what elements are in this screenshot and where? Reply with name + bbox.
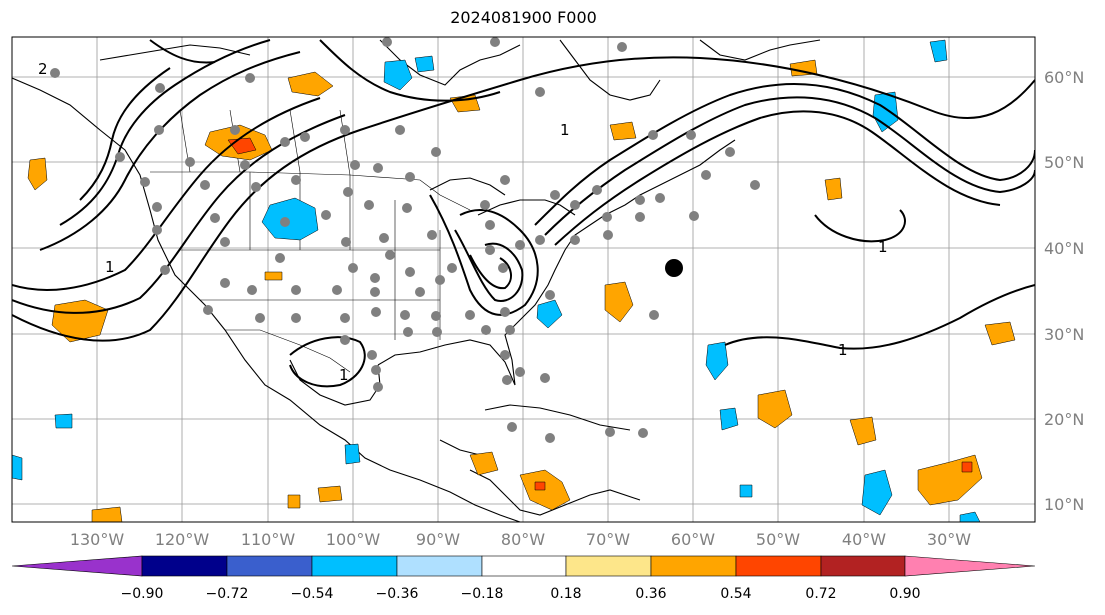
station-markers — [50, 37, 760, 443]
lon-label: 50°W — [756, 530, 800, 549]
colorbar-extend-min — [11, 555, 143, 577]
contour-label-group: 2 1 1 1 1 1 — [38, 60, 888, 384]
colorbar-segment — [650, 555, 737, 577]
colorbar-segment — [226, 555, 313, 577]
colorbar-tick: 0.90 — [889, 586, 920, 602]
colorbar-segment — [396, 555, 483, 577]
colorbar-tick: −0.54 — [291, 586, 334, 602]
colorbar-segment — [481, 555, 567, 577]
lat-label: 50°N — [1044, 153, 1084, 172]
colorbar-segment — [735, 555, 822, 577]
lon-label: 100°W — [326, 530, 381, 549]
positive-anomalies — [27, 59, 1016, 522]
lon-label: 60°W — [671, 530, 715, 549]
lon-label: 90°W — [416, 530, 460, 549]
contour-lines — [12, 39, 1035, 388]
contour-label: 1 — [560, 121, 570, 139]
colorbar-tick: 0.54 — [720, 586, 751, 602]
negative-anomalies — [12, 39, 981, 522]
colorbar-segment — [311, 555, 398, 577]
map-frame — [11, 36, 1036, 523]
lon-label: 70°W — [586, 530, 630, 549]
colorbar — [11, 555, 1036, 577]
colorbar-segment — [565, 555, 652, 577]
map-title: 2024081900 F000 — [450, 8, 597, 27]
colorbar-segment — [141, 555, 228, 577]
contour-label: 1 — [878, 238, 888, 256]
contour-label: 1 — [838, 341, 848, 359]
colorbar-ticks: −0.90 −0.72 −0.54 −0.36 −0.18 0.18 0.36 … — [121, 586, 921, 602]
colorbar-tick: −0.36 — [376, 586, 419, 602]
contour-label: 2 — [38, 60, 48, 78]
lat-label: 20°N — [1044, 410, 1084, 429]
lon-label: 30°W — [927, 530, 971, 549]
longitude-labels: 130°W 120°W 110°W 100°W 90°W 80°W 70°W 6… — [70, 530, 971, 549]
lat-label: 40°N — [1044, 239, 1084, 258]
colorbar-tick: −0.90 — [121, 586, 164, 602]
lat-label: 60°N — [1044, 68, 1084, 87]
lon-label: 40°W — [842, 530, 886, 549]
latitude-labels: 60°N 50°N 40°N 30°N 20°N 10°N — [1044, 68, 1084, 514]
storm-center-marker — [665, 259, 683, 277]
colorbar-extend-max — [904, 555, 1036, 577]
coastlines — [12, 39, 821, 522]
lon-label: 80°W — [501, 530, 545, 549]
lon-label: 120°W — [155, 530, 210, 549]
colorbar-tick: 0.18 — [550, 586, 581, 602]
colorbar-tick: 0.36 — [635, 586, 666, 602]
contour-label: 1 — [339, 366, 349, 384]
colorbar-tick: 0.72 — [805, 586, 836, 602]
colorbar-tick: −0.72 — [206, 586, 249, 602]
lon-label: 110°W — [241, 530, 296, 549]
colorbar-segment — [820, 555, 906, 577]
colorbar-tick: −0.18 — [461, 586, 504, 602]
lon-label: 130°W — [70, 530, 125, 549]
contour-label: 1 — [105, 258, 115, 276]
lat-label: 10°N — [1044, 495, 1084, 514]
lat-label: 30°N — [1044, 325, 1084, 344]
